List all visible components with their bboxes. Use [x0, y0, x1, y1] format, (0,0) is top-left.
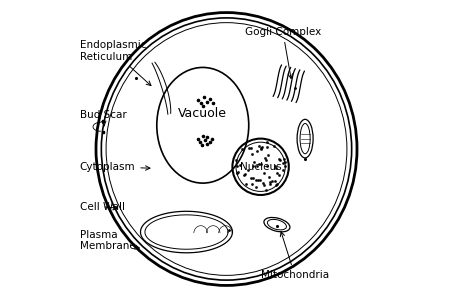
Text: Plasma
Membrane: Plasma Membrane	[80, 230, 140, 251]
Point	[260, 182, 268, 187]
Text: Bud Scar: Bud Scar	[80, 110, 126, 126]
Point	[208, 136, 215, 141]
Point	[276, 157, 284, 162]
Text: Endoplasmic
Reticulum: Endoplasmic Reticulum	[80, 40, 151, 86]
Text: Vacuole: Vacuole	[178, 107, 227, 120]
Text: Mitochondria: Mitochondria	[260, 232, 329, 280]
Point	[263, 145, 270, 149]
Text: Nucleus: Nucleus	[240, 162, 281, 172]
Point	[206, 139, 213, 144]
Point	[280, 167, 287, 172]
Point	[248, 152, 255, 156]
Point	[250, 159, 257, 164]
Point	[242, 171, 249, 176]
Point	[255, 143, 263, 148]
Point	[232, 158, 240, 163]
Point	[195, 98, 202, 103]
Point	[203, 99, 211, 104]
Point	[199, 133, 207, 138]
Point	[263, 140, 270, 145]
Point	[254, 178, 261, 182]
Point	[263, 187, 270, 192]
Text: Gogli Complex: Gogli Complex	[245, 27, 321, 78]
Point	[199, 104, 207, 108]
Point	[274, 182, 281, 187]
Point	[253, 148, 260, 153]
Point	[195, 136, 202, 141]
Point	[255, 162, 263, 167]
Point	[257, 146, 265, 150]
Point	[234, 164, 241, 168]
Point	[273, 183, 280, 187]
Point	[281, 160, 289, 164]
Point	[267, 179, 274, 184]
Point	[203, 135, 211, 139]
Point	[235, 170, 242, 175]
Text: Cytoplasm: Cytoplasm	[80, 162, 150, 172]
Point	[270, 144, 278, 148]
Point	[241, 172, 248, 177]
Point	[257, 147, 265, 152]
Point	[252, 178, 260, 182]
Point	[260, 171, 268, 176]
Point	[262, 157, 270, 162]
Point	[248, 182, 255, 187]
Point	[202, 138, 209, 142]
Point	[238, 147, 246, 152]
Point	[201, 95, 208, 100]
Point	[245, 145, 252, 150]
Point	[264, 152, 271, 157]
Point	[249, 176, 256, 181]
Point	[260, 181, 267, 185]
Point	[210, 101, 217, 105]
Point	[207, 96, 214, 101]
Point	[271, 178, 278, 183]
Point	[247, 176, 254, 180]
Point	[203, 141, 211, 146]
Point	[257, 177, 264, 182]
Point	[247, 146, 254, 150]
Point	[261, 155, 269, 160]
Point	[266, 182, 273, 187]
Text: Cell Wall: Cell Wall	[80, 202, 125, 212]
Point	[243, 181, 250, 186]
Point	[273, 170, 280, 175]
Point	[281, 164, 289, 168]
Point	[197, 139, 204, 144]
Point	[268, 178, 275, 183]
Point	[252, 185, 259, 190]
Point	[253, 163, 260, 168]
Point	[276, 156, 283, 161]
Point	[236, 162, 244, 167]
Point	[276, 172, 283, 177]
Point	[264, 164, 271, 168]
Point	[250, 163, 257, 168]
Point	[257, 162, 265, 167]
Point	[245, 167, 252, 172]
Point	[272, 164, 279, 169]
Point	[198, 101, 205, 105]
Point	[280, 161, 287, 165]
Point	[258, 145, 265, 149]
Point	[280, 156, 288, 161]
Point	[233, 171, 240, 176]
Point	[265, 174, 273, 179]
Point	[272, 166, 279, 171]
Point	[198, 142, 206, 147]
